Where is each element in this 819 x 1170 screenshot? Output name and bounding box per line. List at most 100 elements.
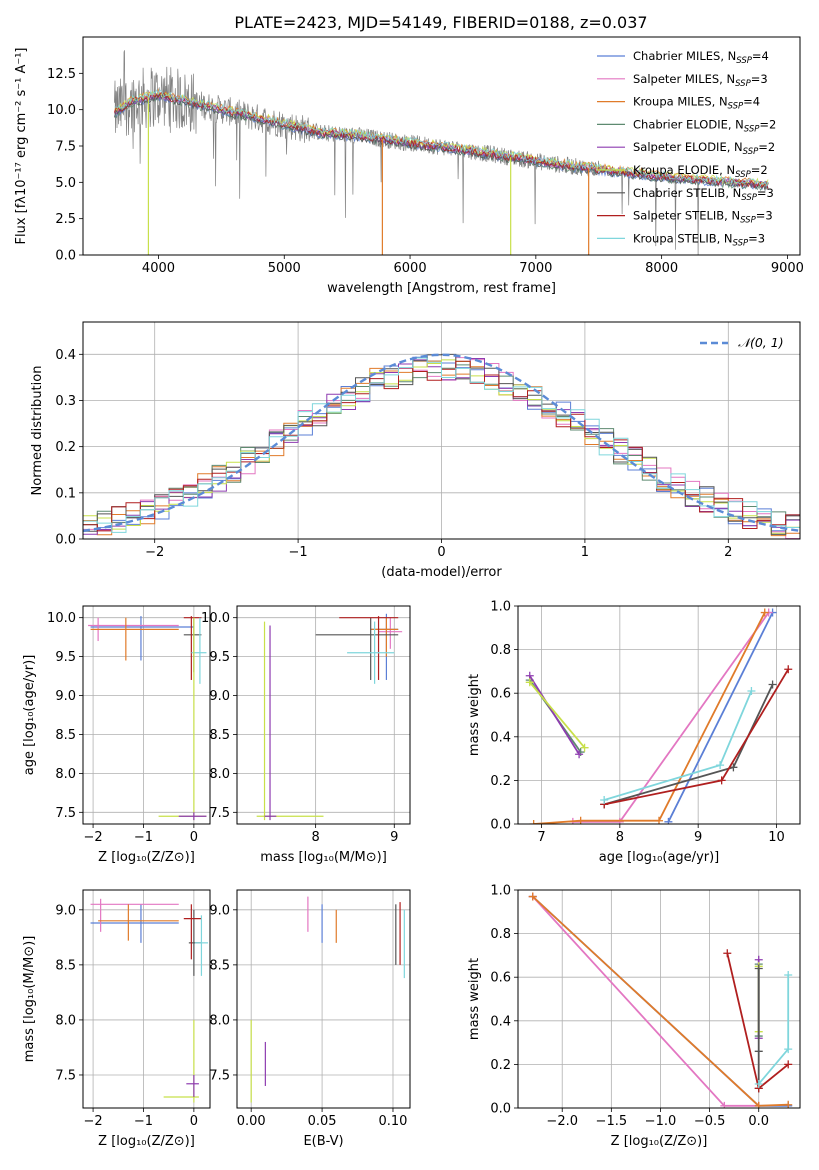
x-axis-label: Z [log₁₀(Z/Z⊙)] — [611, 1134, 708, 1149]
x-axis-label: mass [log₁₀(M/M⊙)] — [260, 850, 387, 865]
weight-point-krou_stelib — [784, 971, 793, 980]
y-axis-label: mass [log₁₀(M/M⊙)] — [22, 936, 37, 1063]
weight-point-chab_stelib — [729, 763, 738, 772]
x-tick-label: −1.0 — [645, 1114, 677, 1129]
legend-gaussian-label: 𝒩(0, 1) — [738, 335, 784, 350]
weight-point-salp_miles — [615, 817, 624, 824]
y-tick-label: 7.5 — [209, 1068, 230, 1083]
panel-mass_vs_Z: −2 −1 0 7.5 8.0 8.5 9.0 Z [log₁₀(Z/Z⊙)] mass [lo… — [22, 889, 211, 1149]
weight-point-krou_miles — [655, 816, 663, 824]
axes-frame — [82, 605, 211, 825]
legend-label-main: Kroupa ELODIE, N — [633, 163, 735, 177]
x-tick-label: 6000 — [394, 261, 427, 276]
legend-label-main: Salpeter ELODIE, N — [633, 140, 743, 154]
weight-line-krou_miles — [533, 612, 766, 824]
x-tick-label: 9 — [694, 830, 702, 845]
plot-area — [250, 896, 405, 1103]
x-tick-label: 8 — [616, 830, 624, 845]
y-tick-label: 0.4 — [55, 348, 76, 363]
x-axis-label: Z [log₁₀(Z/Z⊙)] — [98, 1134, 195, 1149]
panel-weight_vs_Z: −2.0 −1.5 −1.0 −0.5 0.0 0.0 0.2 0.4 0.6 0.8 1.0 Z [… — [467, 884, 801, 1149]
weight-point-krou_stelib — [600, 796, 609, 805]
weight-point-krou_stelib — [747, 687, 756, 696]
x-tick-label: −2.0 — [546, 1114, 578, 1129]
weight-point-salp_miles — [720, 1101, 729, 1108]
y-tick-label: 7.5 — [55, 1068, 76, 1083]
weight-point-chab_stelib — [754, 1047, 763, 1056]
y-tick-label: 9.5 — [209, 650, 230, 665]
x-axis-label: Z [log₁₀(Z/Z⊙)] — [98, 850, 195, 865]
legend-label-sub: SSP — [735, 79, 751, 89]
y-tick-label: 0.0 — [55, 533, 76, 548]
y-tick-label: 0.0 — [490, 1102, 511, 1117]
y-tick-label: 0.3 — [55, 394, 76, 409]
legend-label-chab_elodie: Chabrier ELODIE, NSSP=2 — [633, 117, 776, 134]
x-tick-label: 5000 — [268, 261, 301, 276]
y-tick-label: 9.0 — [209, 903, 230, 918]
legend-label-salp_elodie: Salpeter ELODIE, NSSP=2 — [633, 140, 775, 157]
gaussian-curve — [83, 353, 800, 533]
y-tick-label: 0.2 — [490, 774, 511, 789]
y-tick-label: 8.5 — [55, 728, 76, 743]
legend-label-main: Chabrier MILES, N — [633, 49, 736, 63]
y-tick-label: 0.8 — [490, 927, 511, 942]
legend-label-tail: =2 — [758, 140, 775, 154]
x-tick-label: 0 — [190, 830, 198, 845]
weight-point-krou_stelib — [754, 1080, 763, 1089]
y-tick-label: 10.0 — [201, 611, 230, 626]
legend-label-tail: =3 — [751, 72, 768, 86]
panel-age_vs_Z: −2 −1 0 7.5 8.0 8.5 9.0 9.5 10.0 Z [log₁₀(Z/Z⊙)] a… — [22, 605, 211, 865]
y-axis-label: mass weight — [467, 674, 482, 756]
weight-point-krou_elodie — [580, 743, 589, 752]
x-tick-label: 2 — [724, 545, 732, 560]
weight-point-salp_stelib — [717, 776, 726, 785]
y-tick-label: 9.0 — [55, 689, 76, 704]
hist-salp_stelib — [83, 360, 800, 539]
plot-area — [88, 616, 207, 821]
panel-age_vs_mass: 8 9 7.5 8.0 8.5 9.0 9.5 10.0 mass [log₁₀(M/M⊙)] — [201, 605, 411, 865]
y-tick-label: 0.1 — [55, 486, 76, 501]
x-axis-label: wavelength [Angstrom, rest frame] — [327, 281, 556, 296]
y-tick-label: 8.5 — [55, 958, 76, 973]
y-tick-label: 8.5 — [209, 728, 230, 743]
panel-spectrum: 4000 5000 6000 7000 8000 9000 0.0 2.5 5.0 7.5 10.0… — [14, 36, 804, 296]
y-tick-label: 8.5 — [209, 958, 230, 973]
weight-point-krou_miles — [760, 608, 769, 617]
weight-point-salp_stelib — [784, 1060, 793, 1069]
x-tick-label: 8 — [311, 830, 319, 845]
y-tick-label: 12.5 — [47, 67, 76, 82]
y-tick-label: 0.2 — [490, 1058, 511, 1073]
weight-point-salp_stelib — [784, 665, 793, 674]
panel-residuals: −2 −1 0 1 2 0.0 0.1 0.2 0.3 0.4 (data-model)/error… — [30, 321, 801, 580]
legend-label-chab_miles: Chabrier MILES, NSSP=4 — [633, 49, 769, 66]
y-tick-label: 10.0 — [47, 103, 76, 118]
x-tick-label: −1 — [134, 1114, 153, 1129]
y-tick-label: 0.8 — [490, 643, 511, 658]
x-axis-label: E(B-V) — [303, 1134, 343, 1149]
axes-frame — [517, 889, 801, 1109]
legend-label-chab_stelib: Chabrier STELIB, NSSP=3 — [633, 186, 774, 203]
spectrum-model-krou_stelib — [114, 89, 769, 188]
legend-label-tail: =4 — [752, 49, 769, 63]
weight-point-krou_elodie — [525, 678, 534, 687]
plot-area — [525, 608, 793, 824]
panel-weight_vs_age: 7 8 9 10 0.0 0.2 0.4 0.6 0.8 1.0 age [log₁₀(age/yr… — [467, 600, 801, 865]
weight-point-krou_miles — [754, 1101, 763, 1108]
x-tick-label: 0 — [190, 1114, 198, 1129]
legend-label-tail: =3 — [748, 231, 765, 245]
legend-label-krou_stelib: Kroupa STELIB, NSSP=3 — [633, 231, 765, 248]
axes-frame — [236, 889, 411, 1109]
x-tick-label: 9000 — [771, 261, 804, 276]
x-tick-label: −0.5 — [694, 1114, 726, 1129]
y-tick-label: 0.2 — [55, 440, 76, 455]
legend-label-sub: SSP — [736, 56, 752, 66]
weight-point-chab_stelib — [754, 964, 763, 973]
y-tick-label: 0.0 — [490, 818, 511, 833]
legend-label-krou_elodie: Kroupa ELODIE, NSSP=2 — [633, 163, 768, 180]
y-tick-label: 2.5 — [55, 212, 76, 227]
plot-area — [83, 353, 800, 539]
y-tick-label: 0.6 — [490, 687, 511, 702]
weight-point-krou_stelib — [716, 761, 725, 770]
weight-point-krou_miles — [576, 816, 585, 824]
